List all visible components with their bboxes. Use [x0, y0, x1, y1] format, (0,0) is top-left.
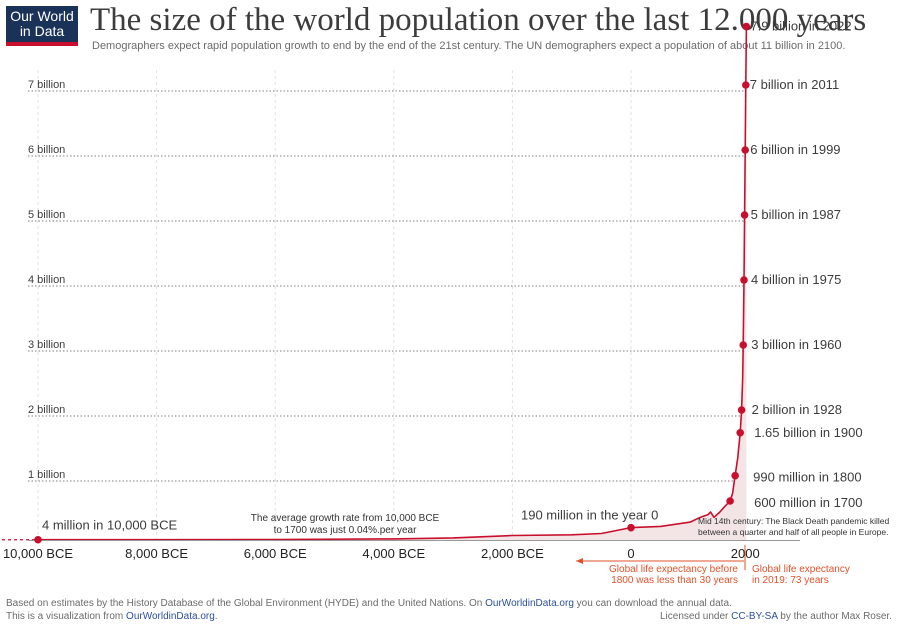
y-tick-label: 3 billion [28, 339, 65, 351]
black-death-annotation-line-2: between a quarter and half of all people… [698, 527, 888, 537]
data-point [741, 146, 749, 154]
y-tick-label: 5 billion [28, 209, 65, 221]
x-tick-label: 4,000 BCE [362, 546, 425, 561]
data-point [740, 276, 748, 284]
data-point-label: 7 billion in 2011 [750, 77, 839, 92]
population-area [38, 26, 747, 540]
logo-accent-bar [6, 42, 78, 46]
data-point-label: 1.65 billion in 1900 [754, 425, 862, 440]
footer-license-suffix: by the author Max Roser. [777, 611, 892, 622]
growth-rate-annotation-line-2: to 1700 was just 0.04%.per year [274, 525, 418, 536]
footer-visualization-text: This is a visualization from [6, 611, 127, 622]
footer-source-link[interactable]: OurWorldinData.org [485, 598, 574, 609]
x-tick-label: 6,000 BCE [244, 546, 307, 561]
data-point-label: 3 billion in 1960 [751, 337, 841, 352]
footer-source: Based on estimates by the History Databa… [6, 598, 732, 609]
y-tick-label: 1 billion [28, 469, 65, 481]
y-tick-label: 7 billion [28, 79, 65, 91]
black-death-annotation-line-1: Mid 14th century: The Black Death pandem… [698, 516, 889, 526]
life-expectancy-before-line-2: 1800 was less than 30 years [611, 575, 738, 586]
data-point-label: 6 billion in 1999 [750, 142, 840, 157]
data-point-label: 4 million in 10,000 BCE [42, 518, 177, 533]
data-point [739, 341, 748, 349]
footer-visualization-suffix: . [214, 611, 218, 622]
logo-line-2: in Data [19, 23, 65, 39]
data-point [736, 428, 744, 437]
y-tick-label: 4 billion [28, 274, 65, 286]
y-tick-label: 2 billion [28, 404, 65, 416]
data-point [726, 497, 734, 505]
x-tick-label: 0 [627, 546, 634, 561]
data-point [742, 81, 750, 89]
x-tick-label: 8,000 BCE [125, 546, 188, 561]
footer-visualization-link[interactable]: OurWorldinData.org [126, 611, 215, 622]
data-point-label: 4 billion in 1975 [751, 272, 841, 287]
footer-source-suffix: you can download the annual data. [573, 598, 732, 609]
data-point [731, 471, 739, 480]
growth-rate-annotation-line-1: The average growth rate from 10,000 BCE [251, 513, 440, 524]
footer-license-text: Licensed under [659, 611, 732, 622]
population-line [38, 26, 748, 541]
y-tick-label: 6 billion [28, 144, 65, 156]
data-point [742, 22, 751, 31]
data-point [627, 523, 635, 532]
life-expectancy-2019-line-1: Global life expectancy [752, 564, 850, 575]
data-point-label: 600 million in 1700 [754, 495, 862, 510]
owid-logo: Our World in Data [6, 6, 78, 46]
data-point-label: 5 billion in 1987 [751, 207, 841, 222]
footer-license-link[interactable]: CC-BY-SA [731, 611, 778, 622]
logo-line-1: Our World [10, 8, 74, 24]
data-point-label: 7.9 billion in 2022 [750, 19, 851, 34]
footer-visualization: This is a visualization from OurWorldinD… [6, 611, 218, 622]
data-point [737, 406, 746, 414]
chart-title: The size of the world population over th… [90, 2, 867, 38]
footer-source-text: Based on estimates by the History Databa… [6, 598, 486, 609]
data-point-label: 190 million in the year 0 [521, 508, 658, 523]
life-expectancy-arrowhead [576, 558, 583, 564]
data-point [34, 535, 42, 544]
chart-subtitle: Demographers expect rapid population gro… [92, 40, 846, 52]
footer-license: Licensed under CC-BY-SA by the author Ma… [660, 611, 892, 622]
life-expectancy-2019-line-2: in 2019: 73 years [752, 575, 829, 586]
life-expectancy-before-line-1: Global life expectancy before [609, 564, 738, 575]
x-tick-label: 2,000 BCE [481, 546, 544, 561]
data-point-label: 2 billion in 1928 [752, 402, 842, 417]
x-tick-label: 10,000 BCE [3, 546, 73, 561]
data-point-label: 990 million in 1800 [753, 470, 861, 485]
data-point [740, 211, 749, 219]
